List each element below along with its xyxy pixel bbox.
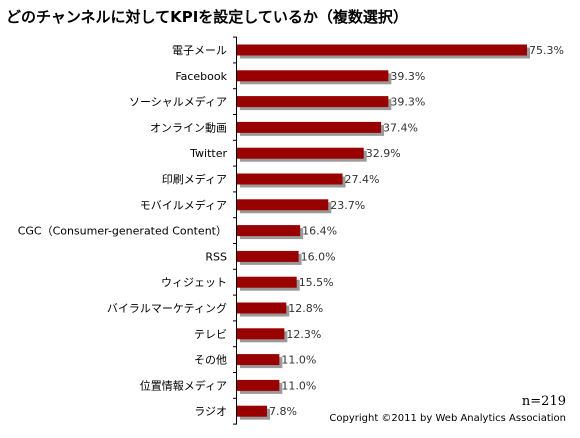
chart-title: どのチャンネルに対してKPIを設定しているか（複数選択） [6,8,408,26]
value-label: 39.3% [390,96,425,109]
copyright-notice: Copyright ©2011 by Web Analytics Associa… [329,413,566,424]
category-label: 電子メール [172,44,227,57]
category-label: 印刷メディア [162,172,227,186]
category-label: Facebook [175,70,227,83]
value-label: 16.4% [302,225,337,238]
value-label: 37.4% [383,121,418,134]
bar [237,276,297,288]
category-label: CGC（Consumer-generated Content） [18,225,227,238]
category-label: Twitter [189,147,227,160]
value-label: 39.3% [390,70,425,83]
value-label: 12.3% [286,328,321,341]
bar [237,121,382,133]
value-label: 7.8% [269,405,297,418]
sample-size-label: n=219 [521,394,566,409]
category-label: ラジオ [194,405,227,418]
bar [237,173,343,185]
bar [237,70,389,82]
value-label: 11.0% [281,379,316,392]
category-label: ソーシャルメディア [129,95,227,109]
category-label: オンライン動画 [150,120,227,134]
bar [237,225,301,237]
value-label: 23.7% [330,199,365,212]
bar [237,250,299,262]
bar [237,44,527,56]
bars-layer [237,44,530,420]
category-label: テレビ [194,328,227,341]
category-label: モバイルメディア [140,198,227,212]
bar [237,405,268,417]
bar [237,302,287,314]
bar [237,96,389,108]
category-label: 位置情報メディア [140,378,227,392]
bar [237,379,280,391]
value-label: 75.3% [529,44,564,57]
bar [237,328,285,340]
bar [237,354,280,366]
value-label: 15.5% [299,276,334,289]
value-label: 32.9% [366,147,401,160]
bar [237,199,329,211]
category-label: RSS [205,250,227,263]
category-label: その他 [194,354,227,367]
labels-layer: 電子メール 75.3% Facebook 39.3% ソーシャルメディア 39.3% オンラ… [18,36,564,425]
value-label: 27.4% [345,173,380,186]
value-label: 12.8% [288,302,323,315]
value-label: 11.0% [281,354,316,367]
value-label: 16.0% [301,250,336,263]
bar [237,147,364,159]
category-label: ウィジェット [161,276,227,289]
category-label: バイラルマーケティング [107,301,227,315]
